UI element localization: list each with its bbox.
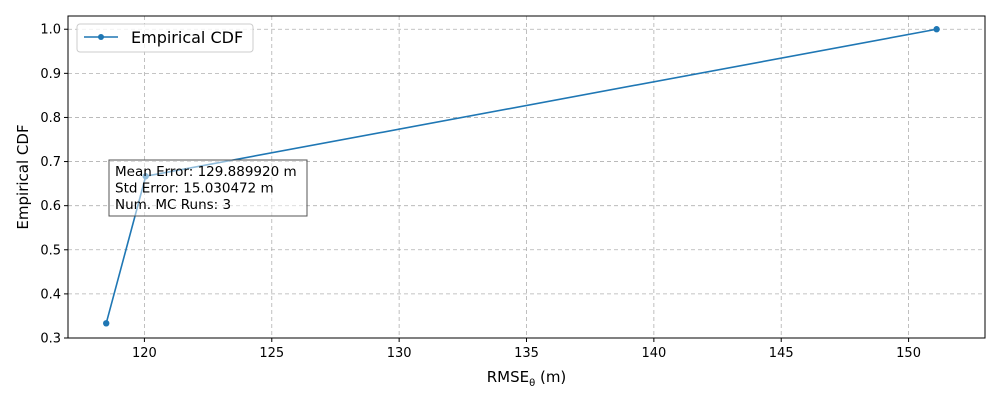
y-tick-label: 0.7 bbox=[40, 155, 61, 170]
y-tick-label: 0.4 bbox=[40, 287, 61, 302]
y-tick-label: 0.8 bbox=[40, 111, 61, 126]
data-point bbox=[933, 26, 939, 32]
x-tick-label: 140 bbox=[641, 346, 666, 361]
x-tick-label: 130 bbox=[387, 346, 412, 361]
y-tick-label: 0.3 bbox=[40, 332, 61, 347]
stats-annotation-box: Mean Error: 129.889920 m Std Error: 15.0… bbox=[109, 160, 307, 216]
y-tick-label: 0.5 bbox=[40, 243, 61, 258]
annotation-mc-runs: Num. MC Runs: 3 bbox=[115, 197, 231, 213]
x-tick-label: 120 bbox=[132, 346, 157, 361]
annotation-std-error: Std Error: 15.030472 m bbox=[115, 181, 274, 197]
y-tick-label: 1.0 bbox=[40, 23, 61, 38]
x-tick-label: 135 bbox=[514, 346, 539, 361]
legend: Empirical CDF bbox=[77, 24, 253, 52]
legend-marker-swatch bbox=[98, 34, 104, 40]
y-axis-label: Empirical CDF bbox=[14, 124, 32, 229]
x-tick-label: 150 bbox=[896, 346, 921, 361]
y-tick-label: 0.6 bbox=[40, 199, 61, 214]
data-point bbox=[103, 320, 109, 326]
y-tick-label: 0.9 bbox=[40, 67, 61, 82]
x-tick-label: 145 bbox=[769, 346, 794, 361]
legend-label: Empirical CDF bbox=[131, 28, 243, 47]
x-tick-label: 125 bbox=[259, 346, 284, 361]
x-axis-label: RMSEθ (m) bbox=[487, 368, 567, 389]
annotation-mean-error: Mean Error: 129.889920 m bbox=[115, 164, 297, 180]
